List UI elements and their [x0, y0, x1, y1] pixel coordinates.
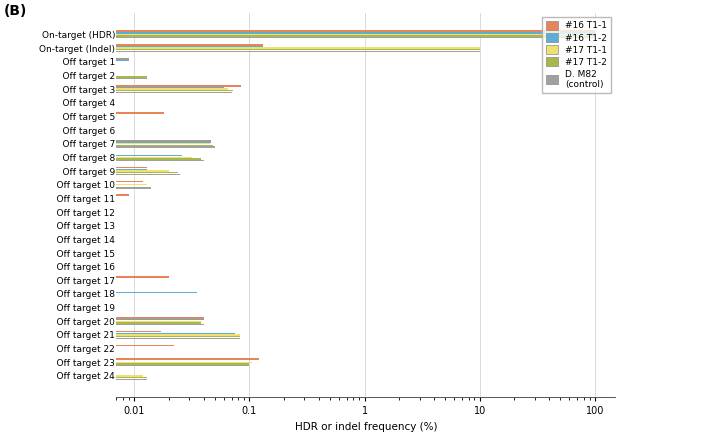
- Bar: [116, 112, 164, 114]
- Bar: [116, 58, 129, 59]
- Bar: [116, 336, 240, 337]
- Bar: [116, 141, 210, 143]
- Bar: [116, 158, 201, 160]
- Bar: [116, 319, 204, 321]
- Bar: [116, 37, 595, 38]
- Bar: [116, 334, 240, 336]
- Bar: [116, 44, 263, 45]
- Bar: [116, 377, 148, 378]
- Bar: [116, 49, 480, 51]
- Bar: [116, 85, 241, 86]
- Bar: [116, 78, 148, 79]
- Bar: [116, 51, 480, 52]
- Bar: [116, 59, 129, 61]
- Bar: [116, 194, 129, 196]
- Bar: [116, 167, 148, 168]
- Bar: [116, 184, 148, 185]
- Bar: [116, 292, 197, 293]
- Bar: [116, 168, 148, 170]
- Bar: [116, 92, 232, 93]
- Bar: [116, 378, 148, 380]
- Legend: #16 T1-1, #16 T1-2, #17 T1-1, #17 T1-2, D. M82
(control): #16 T1-1, #16 T1-2, #17 T1-1, #17 T1-2, …: [542, 17, 611, 92]
- Bar: [116, 181, 143, 182]
- Bar: [116, 358, 258, 360]
- Bar: [116, 363, 250, 365]
- X-axis label: HDR or indel frequency (%): HDR or indel frequency (%): [295, 422, 437, 432]
- Bar: [116, 324, 204, 325]
- Bar: [116, 146, 215, 148]
- Bar: [116, 318, 204, 319]
- Bar: [116, 331, 161, 332]
- Bar: [116, 375, 143, 377]
- Bar: [116, 333, 235, 334]
- Bar: [116, 160, 204, 162]
- Bar: [116, 89, 228, 90]
- Bar: [116, 140, 210, 141]
- Bar: [116, 322, 201, 324]
- Bar: [116, 155, 182, 156]
- Bar: [116, 87, 224, 88]
- Bar: [116, 30, 595, 32]
- Bar: [116, 170, 169, 172]
- Bar: [116, 143, 210, 144]
- Bar: [116, 32, 595, 34]
- Bar: [116, 90, 233, 92]
- Bar: [116, 35, 595, 37]
- Bar: [116, 187, 151, 189]
- Bar: [116, 172, 178, 173]
- Bar: [116, 362, 252, 363]
- Bar: [116, 157, 192, 158]
- Text: (B): (B): [4, 4, 27, 18]
- Bar: [116, 365, 250, 366]
- Bar: [116, 145, 213, 146]
- Bar: [116, 337, 240, 339]
- Bar: [116, 46, 263, 47]
- Bar: [116, 76, 148, 78]
- Bar: [116, 48, 480, 49]
- Bar: [116, 276, 169, 278]
- Bar: [116, 321, 201, 322]
- Bar: [116, 34, 595, 35]
- Bar: [116, 174, 180, 175]
- Bar: [116, 345, 174, 346]
